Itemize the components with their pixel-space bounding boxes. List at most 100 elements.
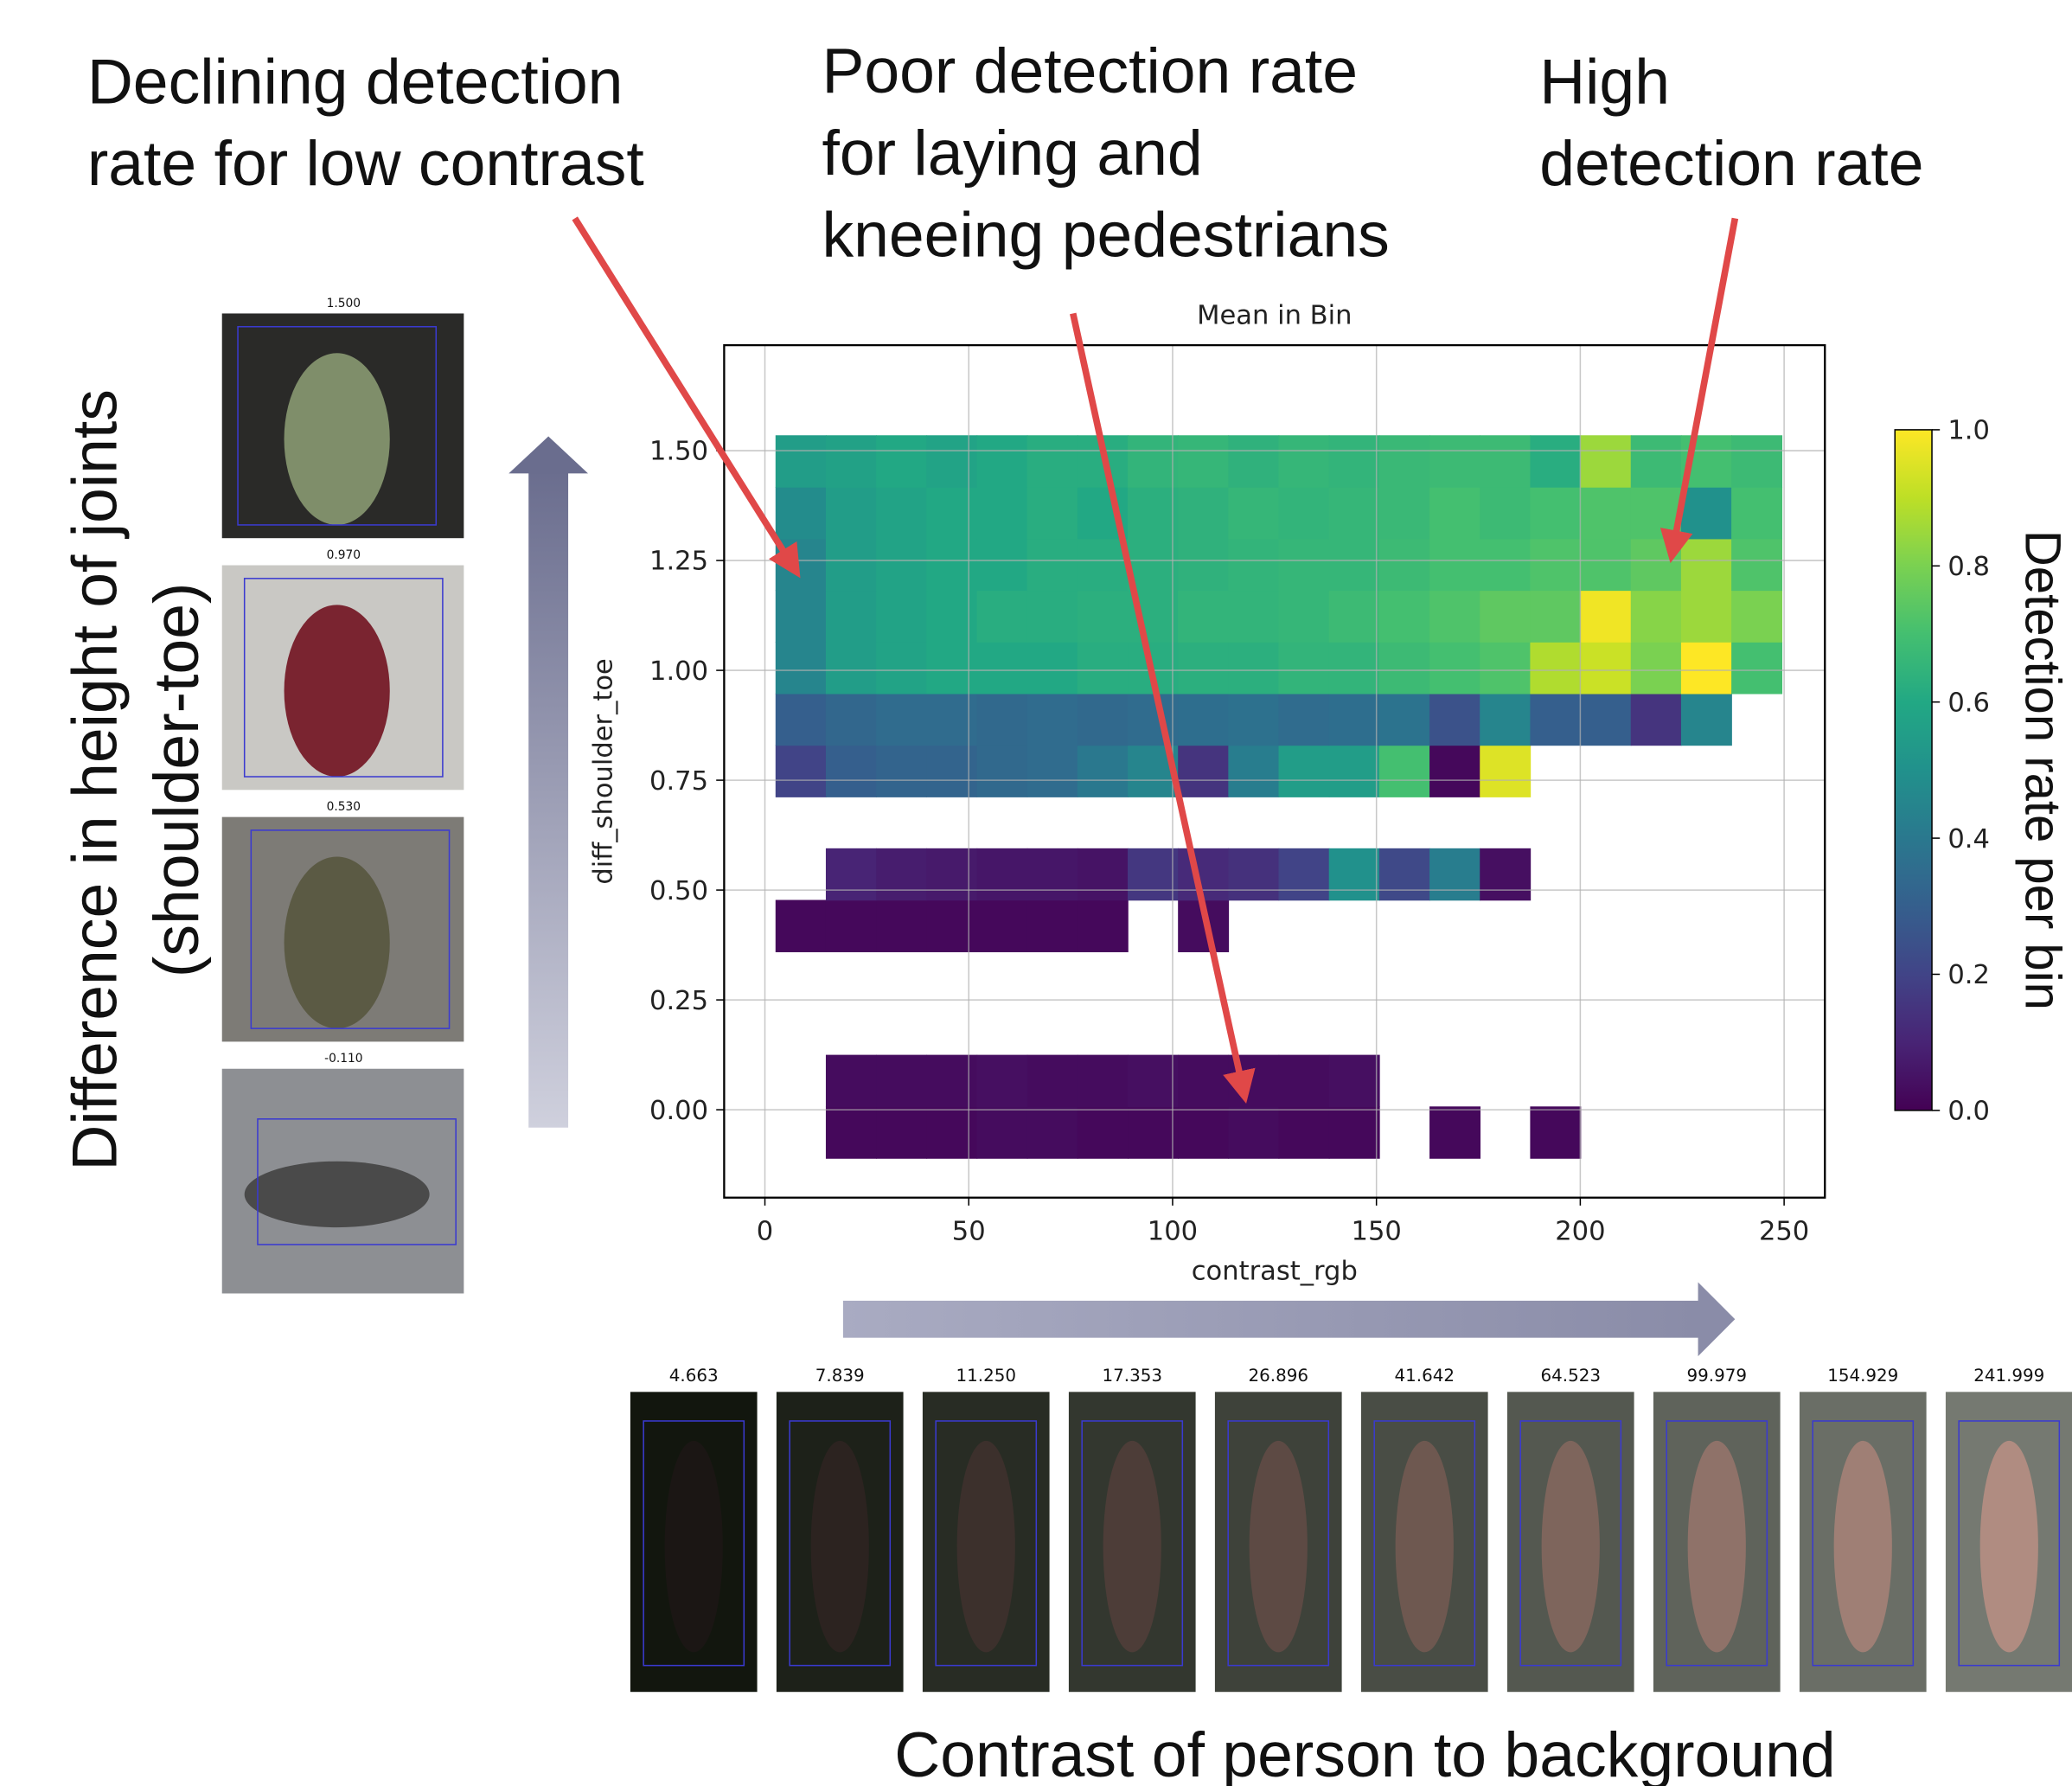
sample-caption: 4.663 [669, 1366, 719, 1386]
heatmap-cell [1530, 590, 1581, 642]
heatmap-cell [1128, 848, 1179, 900]
x-tick-label: 100 [1148, 1217, 1198, 1247]
heatmap-cell [876, 1055, 927, 1107]
sample-person [1834, 1441, 1892, 1652]
heatmap-cell [1329, 487, 1380, 539]
heatmap-cell [1429, 694, 1480, 746]
vertical-arrow-head [508, 437, 588, 474]
heatmap-cell [1228, 642, 1279, 694]
colorbar-tick-label: 0.4 [1947, 824, 1990, 855]
sample-person [665, 1441, 723, 1652]
heatmap-cell [1128, 1055, 1179, 1107]
heatmap-cell [1530, 642, 1581, 694]
heatmap-cell [1329, 539, 1380, 591]
sample-person [285, 605, 390, 777]
heatmap-cell [1078, 642, 1129, 694]
heatmap-cell [1379, 487, 1430, 539]
y-tick-label: 0.75 [649, 766, 708, 797]
heatmap-cell [1027, 539, 1078, 591]
heatmap-cell [1530, 1106, 1581, 1158]
sample-caption: 11.250 [956, 1366, 1016, 1386]
y-tick-label: 0.25 [649, 986, 708, 1016]
heatmap-cell [1329, 848, 1380, 900]
heatmap-cell [1429, 590, 1480, 642]
sample-person [1980, 1441, 2038, 1652]
heatmap-cell [1530, 694, 1581, 746]
heatmap-cell [1279, 642, 1330, 694]
sample-caption: 41.642 [1394, 1366, 1454, 1386]
heatmap-cell [1078, 1106, 1129, 1158]
heatmap-cell [876, 590, 927, 642]
heatmap-cell [1178, 539, 1229, 591]
side-label: Difference in height of joints [59, 389, 130, 1171]
heatmap-cell [976, 694, 1027, 746]
x-tick-label: 0 [757, 1217, 773, 1247]
heatmap-cell [1681, 539, 1732, 591]
heatmap-cell [1581, 487, 1632, 539]
heatmap-cell [926, 590, 977, 642]
heatmap-cell [1078, 694, 1129, 746]
sample-caption: 99.979 [1687, 1366, 1747, 1386]
heatmap-cell [1279, 590, 1330, 642]
heatmap-cell [1379, 848, 1430, 900]
heatmap-cell [1329, 745, 1380, 797]
heatmap-cell [776, 694, 827, 746]
sample-person [1396, 1441, 1454, 1652]
heatmap-cell [1581, 435, 1632, 487]
sample-caption: 0.970 [327, 548, 361, 562]
heatmap-cell [926, 1055, 977, 1107]
sample-caption: -0.110 [324, 1052, 362, 1066]
heatmap-cell [926, 539, 977, 591]
sample-person [1250, 1441, 1308, 1652]
annotation-text: for laying and [822, 118, 1202, 189]
sample-person [957, 1441, 1015, 1652]
heatmap-cell [1027, 1106, 1078, 1158]
heatmap-cell [1178, 1055, 1229, 1107]
heatmap-cell [1329, 694, 1380, 746]
heatmap-cell [1027, 590, 1078, 642]
heatmap-cell [1631, 435, 1682, 487]
heatmap-cell [926, 694, 977, 746]
heatmap-cell [926, 642, 977, 694]
heatmap-cell [826, 745, 877, 797]
heatmap-cell [876, 694, 927, 746]
heatmap-cell [1681, 590, 1732, 642]
heatmap-cell [1631, 642, 1682, 694]
y-tick-label: 1.50 [649, 437, 708, 467]
heatmap-cell [976, 435, 1027, 487]
heatmap-cell [1279, 487, 1330, 539]
heatmap-cell [1379, 642, 1430, 694]
x-axis-label: contrast_rgb [1192, 1256, 1358, 1286]
bottom-label: Contrast of person to background [894, 1719, 1835, 1786]
heatmap-cell [1329, 642, 1380, 694]
heatmap-cell [1480, 435, 1531, 487]
annotation-text: Poor detection rate [822, 35, 1358, 106]
heatmap-cell [1128, 435, 1179, 487]
horizontal-arrow-shaft [843, 1301, 1702, 1338]
sample-caption: 154.929 [1827, 1366, 1898, 1386]
heatmap-cell [1027, 694, 1078, 746]
heatmap-cell [1429, 539, 1480, 591]
heatmap-cell [1379, 745, 1430, 797]
heatmap-cell [1429, 848, 1480, 900]
heatmap-cell [1228, 745, 1279, 797]
heatmap-cell [776, 435, 827, 487]
y-tick-label: 0.50 [649, 876, 708, 906]
heatmap-cell [1178, 848, 1229, 900]
sample-person [1542, 1441, 1600, 1652]
heatmap-cell [1581, 694, 1632, 746]
heatmap-cell [776, 590, 827, 642]
heatmap-cell [1027, 642, 1078, 694]
heatmap-cell [1027, 487, 1078, 539]
annotation-text: detection rate [1539, 128, 1923, 199]
heatmap-cell [1228, 487, 1279, 539]
heatmap-cell [926, 487, 977, 539]
colorbar [1895, 430, 1932, 1111]
heatmap-cell [976, 1106, 1027, 1158]
heatmap-cell [876, 745, 927, 797]
heatmap-cell [1329, 1106, 1380, 1158]
heatmap-cell [876, 642, 927, 694]
heatmap-cell [1379, 590, 1430, 642]
heatmap-cell [1480, 642, 1531, 694]
